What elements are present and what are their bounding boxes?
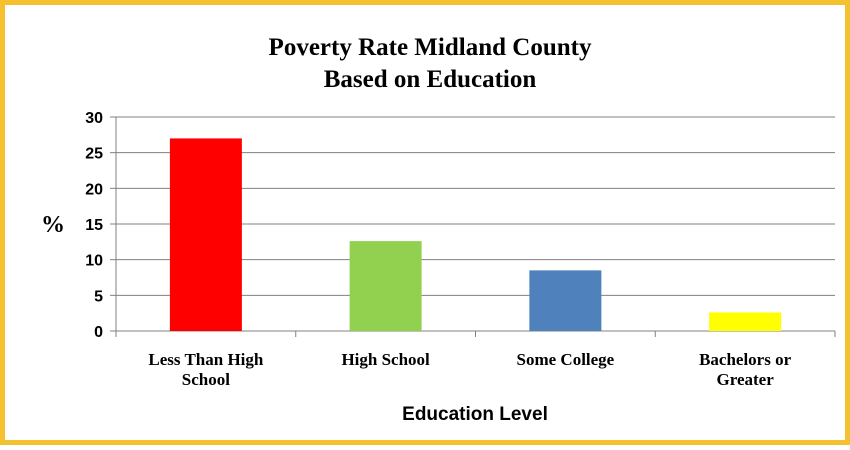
bar-3 <box>709 312 782 331</box>
x-tick-label: Bachelors or <box>699 350 792 369</box>
x-tick-label: Greater <box>716 370 774 389</box>
y-tick-label: 10 <box>85 253 103 270</box>
y-tick-label: 0 <box>94 324 103 341</box>
y-tick-label: 20 <box>85 181 103 198</box>
bar-0 <box>169 138 242 331</box>
x-tick-label: High School <box>341 350 430 369</box>
x-axis-label: Education Level <box>402 404 548 425</box>
chart-title: Poverty Rate Midland County <box>269 34 592 61</box>
y-tick-label: 30 <box>85 110 103 127</box>
bar-1 <box>349 241 422 331</box>
y-axis-label: % <box>41 212 65 238</box>
y-tick-label: 25 <box>85 146 103 163</box>
x-tick-label: School <box>182 370 230 389</box>
bar-2 <box>529 270 602 331</box>
y-tick-label: 15 <box>85 217 103 234</box>
y-tick-label: 5 <box>94 288 103 305</box>
chart-subtitle: Based on Education <box>324 66 537 93</box>
bar-chart: Poverty Rate Midland County Based on Educ… <box>41 34 836 425</box>
x-tick-label: Less Than High <box>148 350 264 369</box>
x-tick-label: Some College <box>517 350 615 369</box>
